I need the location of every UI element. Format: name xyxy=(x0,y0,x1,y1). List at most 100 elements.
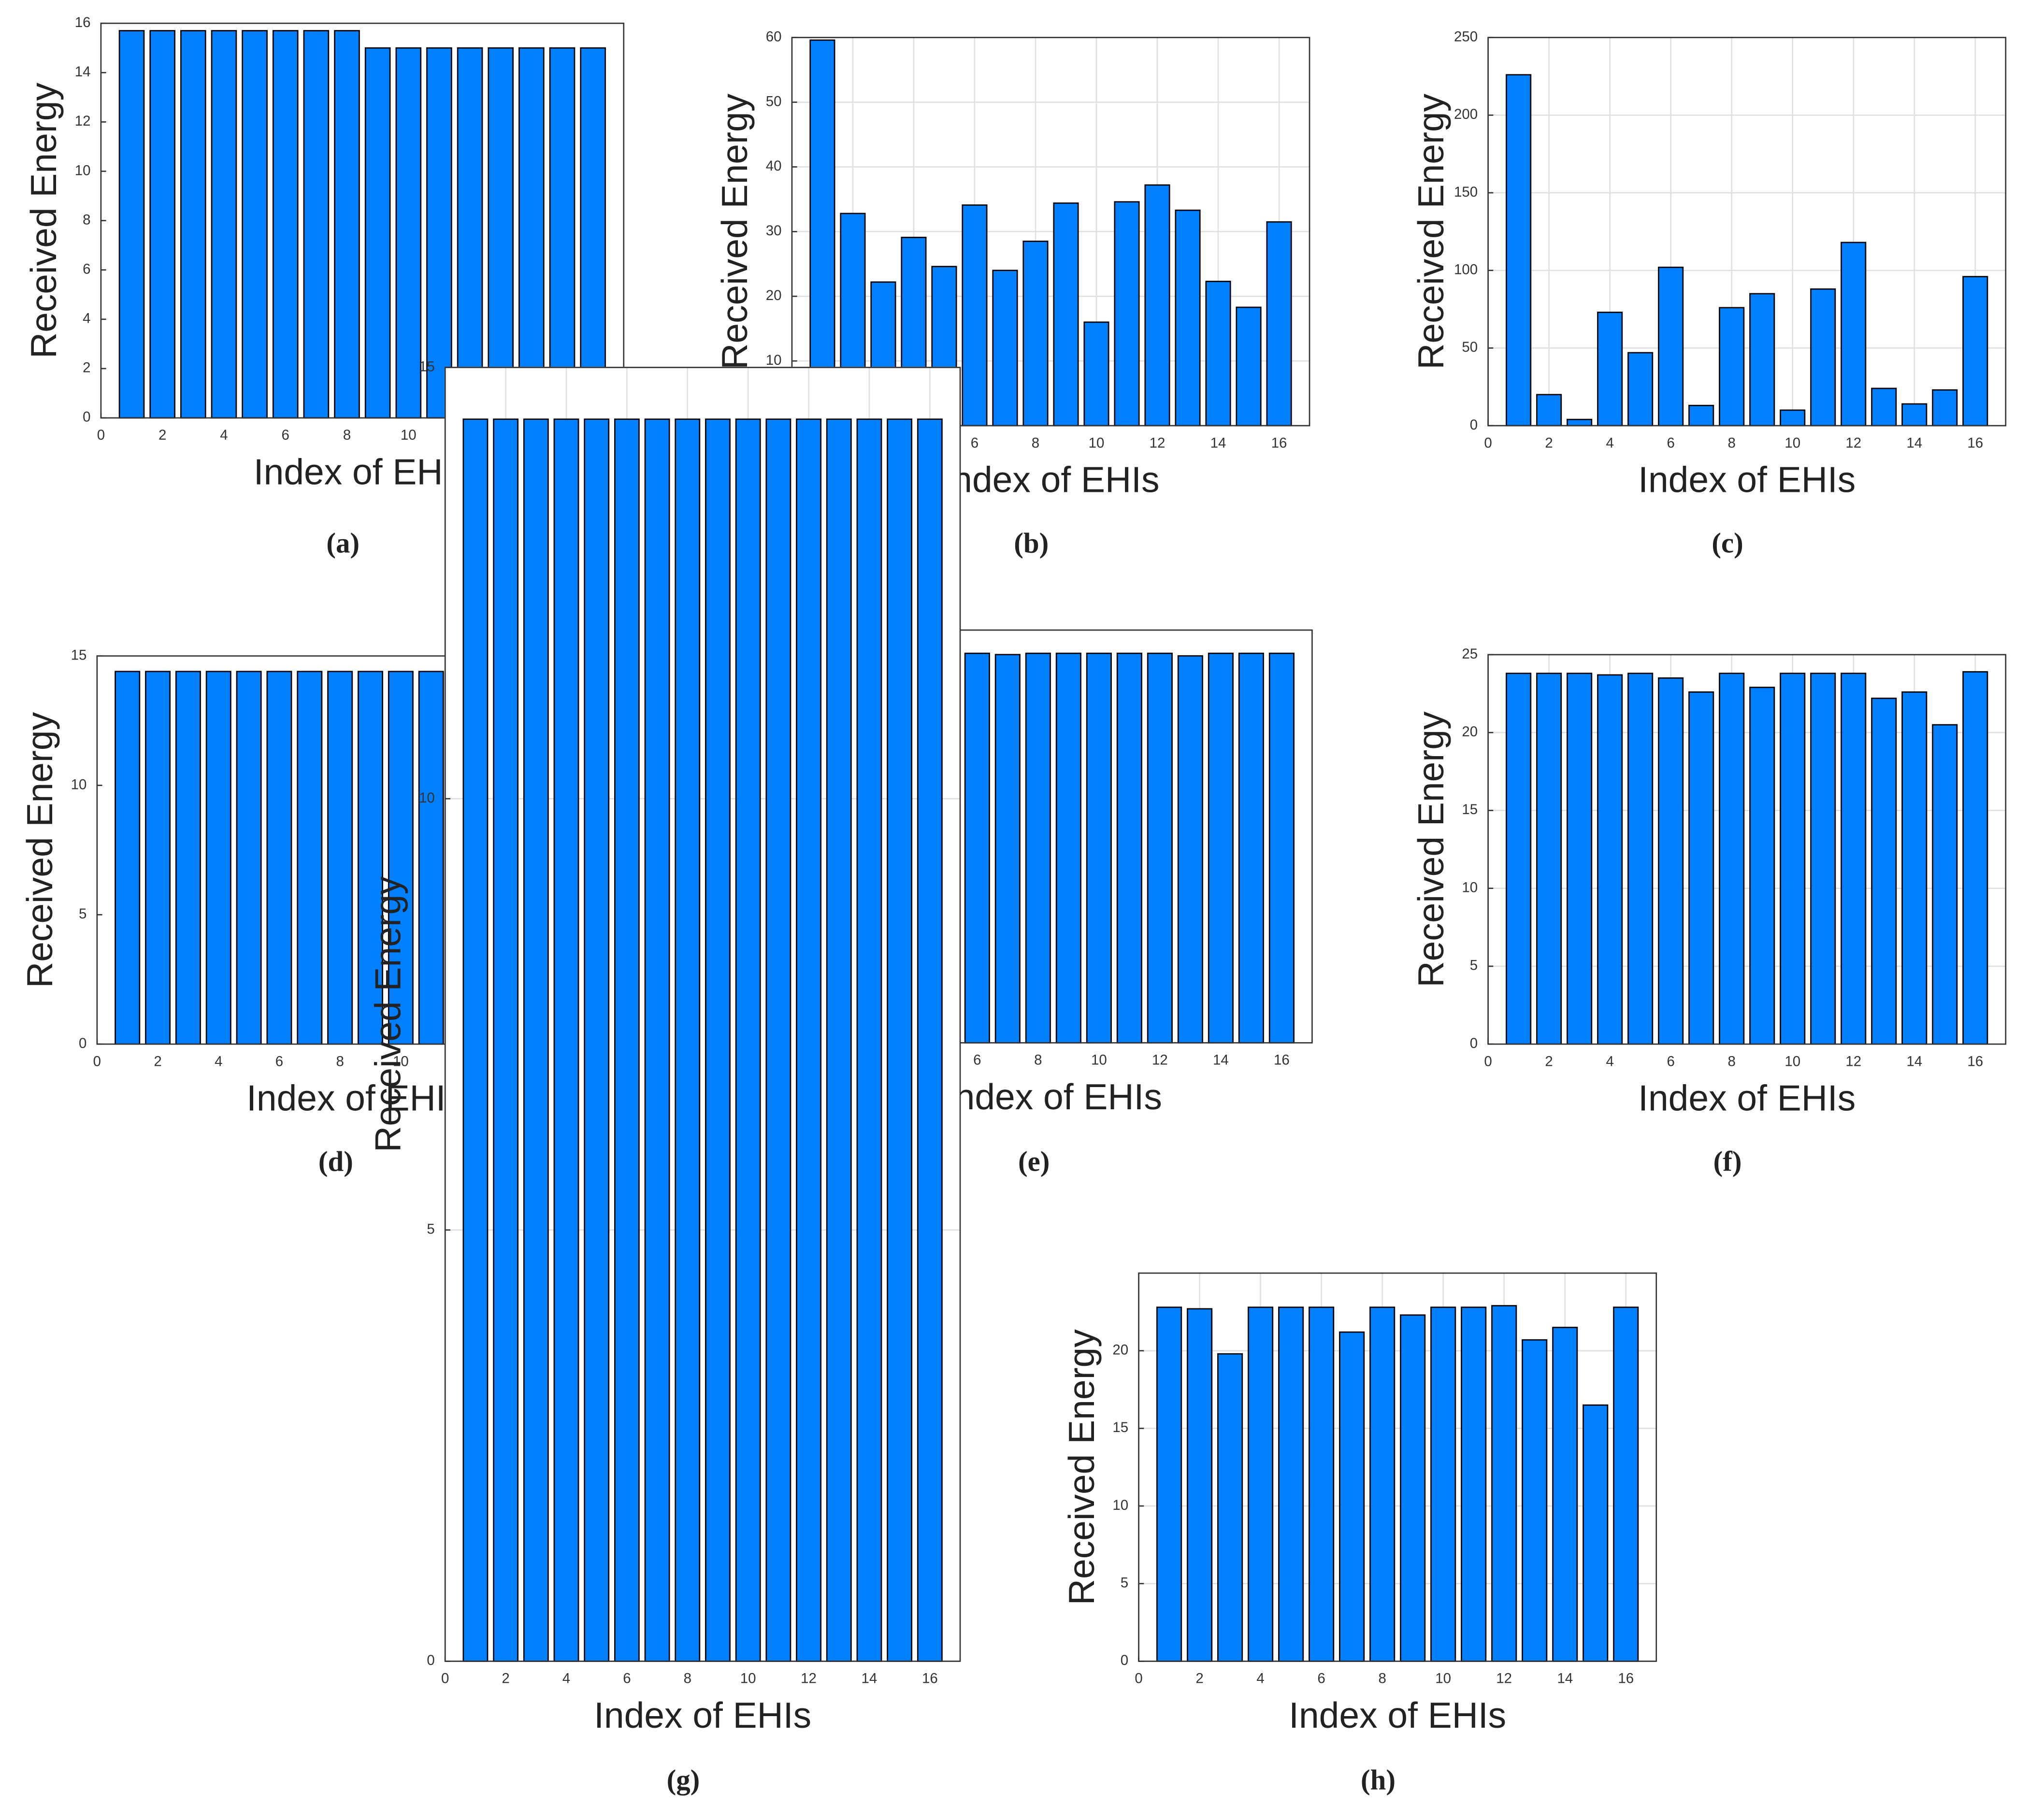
plot-area xyxy=(1488,655,2006,1045)
bar xyxy=(1147,652,1173,1044)
x-tick-label: 8 xyxy=(336,1053,344,1069)
x-axis-label: Index of EHIs xyxy=(254,452,471,492)
y-tick-label: 0 xyxy=(427,1652,434,1668)
y-tick-label: 250 xyxy=(1454,29,1478,44)
y-axis-label: Received Energy xyxy=(1410,93,1451,369)
bar xyxy=(418,671,444,1045)
x-tick-label: 14 xyxy=(1906,1053,1922,1069)
x-tick-label: 2 xyxy=(502,1671,509,1687)
bar xyxy=(149,30,175,419)
x-tick-label: 10 xyxy=(1784,435,1800,451)
y-axis-label: Received Energy xyxy=(714,93,755,369)
x-tick-label: 0 xyxy=(93,1053,101,1069)
axes-box xyxy=(1487,654,2007,1045)
bar xyxy=(1901,691,1928,1045)
bar xyxy=(796,418,821,1662)
bar xyxy=(705,418,731,1662)
x-axis-label: Index of EHIs xyxy=(1289,1695,1506,1735)
x-tick-label: 12 xyxy=(1150,435,1166,451)
caption: (c) xyxy=(1712,528,1743,559)
x-tick-label: 16 xyxy=(1967,1053,1983,1069)
y-axis-label: Received Energy xyxy=(368,876,408,1152)
bar xyxy=(1055,652,1081,1044)
bar xyxy=(1309,1306,1335,1662)
bar xyxy=(580,47,606,419)
bar xyxy=(994,654,1021,1044)
bar xyxy=(549,47,576,419)
caption: (d) xyxy=(318,1146,353,1177)
y-tick-label: 10 xyxy=(75,162,91,178)
y-tick-label: 20 xyxy=(1112,1342,1128,1358)
bar xyxy=(205,671,231,1045)
bar xyxy=(765,418,791,1662)
bar xyxy=(175,671,201,1045)
bar xyxy=(1962,671,1988,1045)
y-tick-label: 0 xyxy=(79,1035,86,1051)
bar xyxy=(1597,674,1623,1045)
bar xyxy=(1522,1339,1548,1662)
caption: (b) xyxy=(1014,528,1049,559)
bar xyxy=(1177,655,1203,1044)
y-tick-label: 14 xyxy=(75,64,91,80)
x-tick-label: 6 xyxy=(1667,435,1674,451)
bar xyxy=(211,30,237,419)
x-tick-label: 12 xyxy=(1152,1052,1168,1068)
x-tick-label: 6 xyxy=(282,427,289,443)
y-tick-label: 10 xyxy=(419,790,435,806)
bar xyxy=(1491,1305,1517,1662)
x-tick-label: 10 xyxy=(401,427,417,443)
x-tick-label: 0 xyxy=(1484,435,1492,451)
y-tick-label: 0 xyxy=(83,409,90,425)
bar xyxy=(1567,418,1593,427)
x-tick-label: 4 xyxy=(220,427,228,443)
bar xyxy=(457,47,483,419)
x-axis-label: Index of EHIs xyxy=(594,1695,811,1735)
x-tick-label: 16 xyxy=(1967,435,1983,451)
bar xyxy=(1208,652,1234,1044)
x-tick-label: 10 xyxy=(1784,1053,1800,1069)
bar xyxy=(1719,307,1745,427)
x-tick-label: 6 xyxy=(971,435,979,451)
bar xyxy=(334,30,360,419)
y-tick-label: 5 xyxy=(427,1221,434,1237)
bar xyxy=(1613,1306,1639,1662)
axes-box xyxy=(791,37,1310,427)
y-tick-label: 2 xyxy=(83,360,90,376)
x-tick-label: 4 xyxy=(1606,435,1613,451)
bar xyxy=(735,418,761,1662)
x-tick-label: 6 xyxy=(973,1052,981,1068)
bar xyxy=(614,418,640,1662)
bar xyxy=(1841,242,1867,427)
bar xyxy=(118,30,145,419)
bar xyxy=(523,418,549,1662)
x-tick-label: 14 xyxy=(1906,435,1922,451)
y-tick-label: 200 xyxy=(1454,106,1478,122)
bar xyxy=(1627,673,1654,1045)
bar xyxy=(1780,673,1806,1045)
bar xyxy=(426,47,452,419)
bar xyxy=(1536,673,1562,1045)
bar xyxy=(1583,1404,1609,1662)
x-axis-label: Index of EHIs xyxy=(1638,1078,1856,1118)
bar xyxy=(327,671,353,1045)
x-tick-label: 14 xyxy=(1210,435,1226,451)
bar xyxy=(1688,404,1714,427)
bar xyxy=(1268,652,1295,1044)
y-axis-label: Received Energy xyxy=(1061,1329,1102,1605)
bar xyxy=(1053,202,1079,427)
y-tick-label: 10 xyxy=(71,776,87,792)
x-tick-label: 2 xyxy=(1545,1053,1553,1069)
bar xyxy=(1266,221,1292,427)
caption: (g) xyxy=(667,1764,700,1796)
bar xyxy=(297,671,323,1045)
y-tick-label: 60 xyxy=(766,29,782,44)
y-tick-label: 50 xyxy=(1462,339,1478,355)
bar xyxy=(1567,673,1593,1045)
y-tick-label: 5 xyxy=(1470,958,1478,974)
bar xyxy=(1022,241,1049,427)
bar xyxy=(1339,1331,1365,1662)
bar xyxy=(1116,652,1142,1044)
bar xyxy=(992,270,1018,427)
y-tick-label: 40 xyxy=(766,158,782,174)
bar xyxy=(1536,394,1562,427)
